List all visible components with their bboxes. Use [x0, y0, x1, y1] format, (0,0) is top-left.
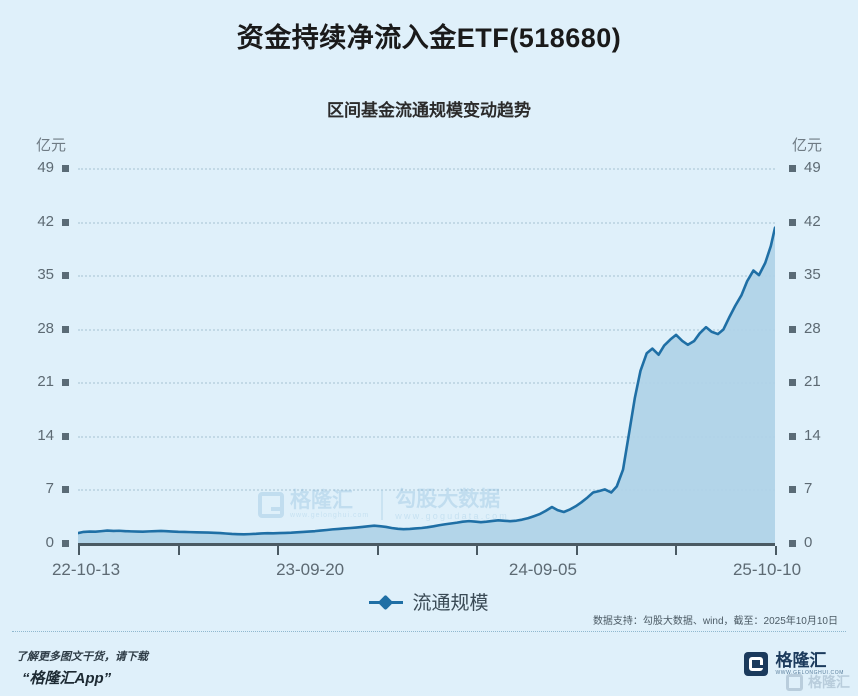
y-tick-mark: [789, 486, 796, 494]
plot-area: [78, 168, 775, 543]
y-tick-label: 42: [804, 212, 821, 230]
footer-watermark-text: 格隆汇: [808, 674, 850, 690]
series-flow-scale: [78, 226, 775, 543]
x-tick-mark: [476, 546, 479, 555]
x-tick-mark: [675, 546, 678, 555]
y-tick-label: 7: [45, 480, 54, 498]
chart-legend[interactable]: 流通规模: [0, 588, 858, 615]
y-tick-mark: [789, 432, 796, 440]
y-tick-label: 28: [804, 319, 821, 337]
y-tick-mark: [789, 218, 796, 226]
x-tick-mark: [78, 546, 80, 555]
y-tick-mark: [789, 165, 796, 172]
y-tick-mark: [789, 379, 796, 387]
y-axis-unit-right: 亿元: [791, 137, 822, 154]
y-tick-mark: [62, 379, 69, 387]
y-tick-label: 0: [45, 534, 54, 551]
gridline: [78, 489, 775, 492]
x-tick-label: 22-10-13: [51, 560, 121, 579]
y-tick-mark: [62, 218, 69, 226]
y-tick-mark: [62, 165, 69, 172]
legend-label: 流通规模: [412, 593, 489, 614]
gelonghui-logo-icon: [786, 673, 803, 691]
footer-logo-text: 格隆汇: [775, 651, 827, 671]
x-tick-label: 23-09-20: [276, 560, 345, 579]
gridline: [78, 275, 775, 278]
legend-marker-icon: [369, 594, 404, 610]
footer-divider: [12, 631, 846, 632]
x-tick-mark: [376, 546, 379, 555]
y-tick-label: 14: [37, 426, 54, 444]
y-tick-label: 42: [37, 212, 54, 230]
x-tick-mark: [575, 546, 578, 555]
y-tick-mark: [62, 272, 69, 280]
chart-container: 亿元 亿元 0 7 14 21 28 35 42 49 0 7 14 21 28 35 42 49 格隆汇 …: [0, 128, 858, 579]
y-tick-label: 21: [37, 373, 54, 391]
y-tick-mark: [62, 432, 69, 440]
y-tick-mark: [62, 540, 69, 547]
footer-app-name: “格隆汇App”: [22, 670, 112, 687]
y-tick-label: 7: [804, 480, 813, 498]
y-tick-label: 35: [37, 266, 54, 284]
y-tick-label: 0: [804, 534, 813, 551]
footer-logo: 格隆汇 WWW.GELONGHUI.COM: [744, 652, 844, 676]
footer-logo-sub: WWW.GELONGHUI.COM: [775, 669, 844, 676]
chart-subtitle: 区间基金流通规模变动趋势: [327, 101, 531, 120]
y-tick-label: 49: [804, 159, 821, 176]
y-tick-mark: [789, 325, 796, 333]
gridline: [78, 221, 775, 224]
gridline: [78, 435, 775, 438]
source-note: 数据支持：勾股大数据、wind，截至：2025年10月10日: [592, 616, 838, 627]
x-tick-label: 24-09-05: [508, 560, 577, 579]
x-tick-mark: [277, 546, 280, 555]
x-tick-mark: [775, 546, 777, 555]
y-tick-mark: [62, 325, 69, 333]
x-tick-mark: [177, 546, 180, 555]
y-tick-mark: [789, 272, 796, 280]
y-tick-mark: [62, 486, 69, 494]
y-tick-label: 35: [804, 266, 821, 284]
y-tick-mark: [789, 540, 796, 547]
footer-watermark: 格隆汇: [786, 672, 850, 692]
gridline: [78, 328, 775, 331]
y-tick-label: 21: [804, 373, 821, 391]
y-tick-label: 14: [804, 426, 821, 444]
page-title: 资金持续净流入金ETF(518680): [236, 23, 622, 53]
gridline: [78, 168, 775, 170]
y-tick-label: 49: [37, 159, 54, 176]
gridline: [78, 382, 775, 385]
y-tick-label: 28: [37, 319, 54, 337]
x-axis-line: [78, 543, 775, 546]
footer-promo-line1: 了解更多图文干货，请下载: [16, 651, 148, 663]
y-axis-unit-left: 亿元: [36, 137, 67, 154]
x-tick-label: 25-10-10: [732, 560, 802, 579]
gelonghui-logo-icon: [744, 652, 769, 676]
